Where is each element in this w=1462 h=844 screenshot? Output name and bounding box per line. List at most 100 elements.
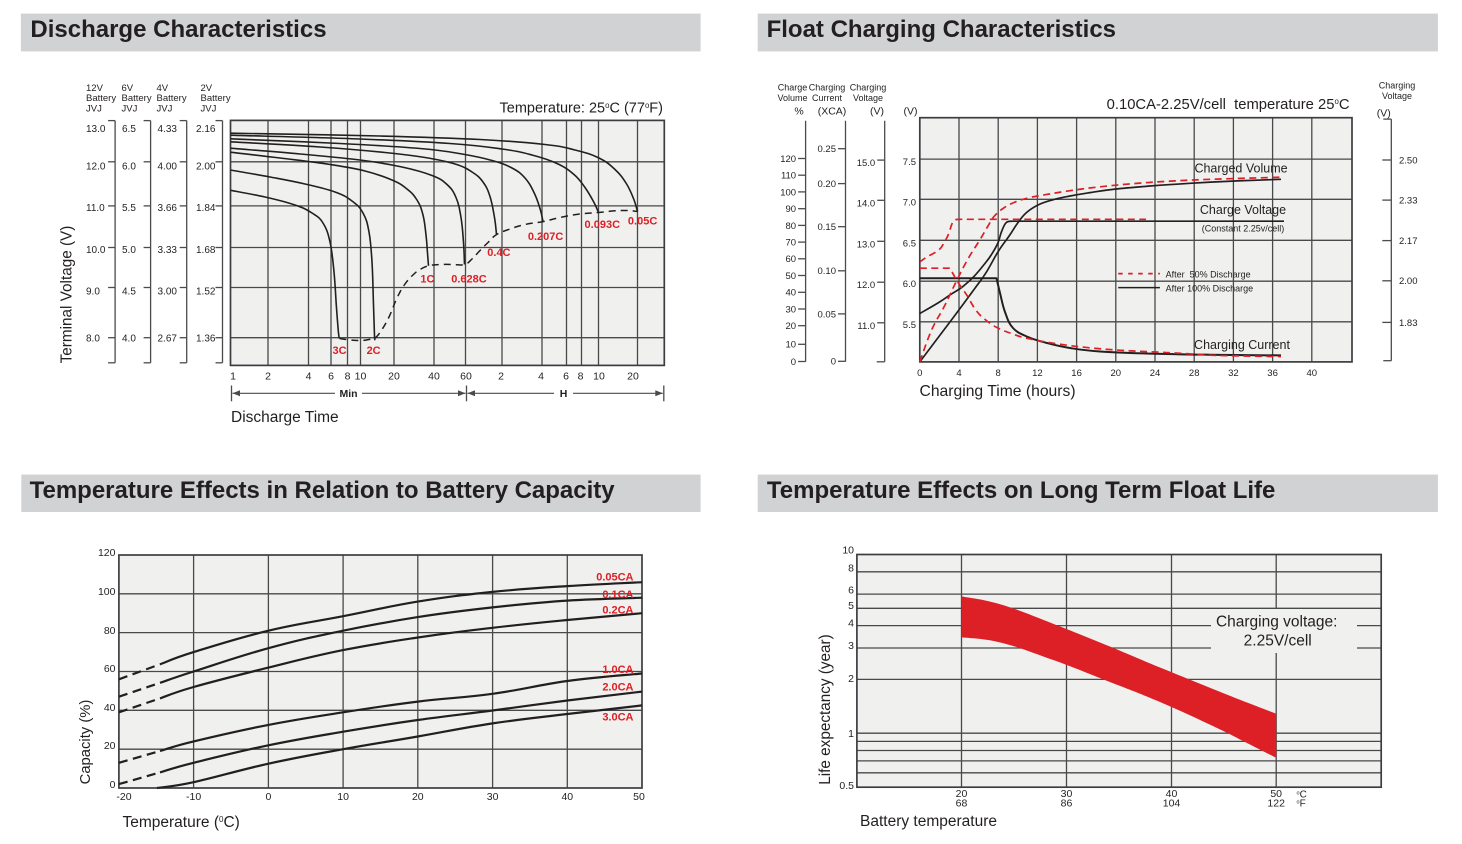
svg-text:After 50% Discharge: After 50% Discharge	[1166, 269, 1251, 279]
svg-text:100: 100	[780, 187, 796, 198]
svg-text:8: 8	[345, 370, 351, 382]
svg-text:4: 4	[956, 368, 961, 379]
svg-text:100: 100	[98, 586, 116, 598]
svg-text:12.0: 12.0	[857, 280, 876, 291]
svg-text:36: 36	[1267, 368, 1278, 379]
svg-text:2.17: 2.17	[1399, 236, 1418, 247]
svg-text:60: 60	[460, 370, 472, 382]
svg-text:1.52: 1.52	[196, 286, 216, 297]
svg-text:1C: 1C	[420, 274, 434, 286]
svg-text:2.00: 2.00	[196, 161, 216, 172]
svg-text:0.05: 0.05	[818, 309, 837, 320]
svg-text:2C: 2C	[367, 345, 381, 357]
svg-text:3.66: 3.66	[158, 203, 178, 214]
svg-text:20: 20	[1111, 368, 1122, 379]
svg-text:6.5: 6.5	[122, 124, 136, 135]
svg-text:-10: -10	[186, 791, 201, 803]
svg-text:70: 70	[786, 238, 797, 249]
svg-text:86: 86	[1061, 797, 1073, 809]
svg-text:8: 8	[996, 368, 1001, 379]
svg-text:2.25V/cell: 2.25V/cell	[1244, 632, 1312, 649]
svg-text:oC: oC	[1297, 789, 1307, 800]
svg-text:6: 6	[563, 370, 569, 382]
svg-text:10.0: 10.0	[86, 245, 106, 256]
svg-text:13.0: 13.0	[857, 239, 876, 250]
svg-text:1: 1	[230, 370, 236, 382]
svg-text:3.00: 3.00	[158, 286, 178, 297]
svg-text:8: 8	[578, 370, 584, 382]
svg-text:16: 16	[1071, 368, 1082, 379]
svg-text:12: 12	[1032, 368, 1043, 379]
svg-text:JVJ: JVJ	[122, 104, 138, 115]
svg-text:0: 0	[265, 791, 271, 803]
svg-text:10: 10	[593, 370, 605, 382]
svg-text:Charging: Charging	[1379, 81, 1416, 91]
svg-text:1.84: 1.84	[196, 203, 216, 214]
svg-text:2.0CA: 2.0CA	[602, 682, 633, 694]
svg-text:50: 50	[786, 271, 797, 282]
svg-text:2.50: 2.50	[1399, 155, 1418, 166]
svg-text:40: 40	[428, 370, 440, 382]
svg-text:4.33: 4.33	[158, 124, 178, 135]
svg-text:4V: 4V	[157, 83, 169, 94]
svg-text:Charge Voltage: Charge Voltage	[1200, 203, 1286, 217]
svg-text:0.15: 0.15	[818, 222, 837, 233]
svg-text:6: 6	[848, 585, 854, 597]
svg-text:20: 20	[786, 321, 797, 332]
svg-text:5: 5	[848, 600, 854, 612]
svg-text:Discharge Time: Discharge Time	[231, 409, 339, 426]
svg-text:4.5: 4.5	[122, 286, 136, 297]
svg-text:0.5: 0.5	[839, 780, 854, 792]
svg-text:0: 0	[917, 368, 922, 379]
svg-text:28: 28	[1189, 368, 1200, 379]
svg-text:0: 0	[110, 779, 116, 791]
svg-text:50: 50	[1270, 788, 1282, 800]
svg-text:110: 110	[781, 171, 796, 182]
svg-text:0: 0	[831, 357, 836, 368]
svg-text:1.68: 1.68	[196, 245, 216, 256]
svg-text:12.0: 12.0	[86, 161, 106, 172]
svg-text:(Constant 2.25v/cell): (Constant 2.25v/cell)	[1202, 224, 1285, 234]
svg-text:40: 40	[786, 288, 797, 299]
svg-text:20: 20	[627, 370, 639, 382]
svg-text:3: 3	[848, 640, 854, 652]
svg-text:Charging: Charging	[850, 82, 887, 92]
svg-text:60: 60	[786, 254, 797, 265]
svg-text:2: 2	[848, 673, 854, 685]
svg-text:5.5: 5.5	[903, 320, 916, 331]
svg-text:30: 30	[487, 791, 499, 803]
svg-text:80: 80	[786, 221, 797, 232]
svg-text:2: 2	[498, 370, 504, 382]
svg-text:6: 6	[328, 370, 334, 382]
svg-text:Capacity (%): Capacity (%)	[78, 700, 94, 785]
svg-text:10: 10	[337, 791, 349, 803]
svg-text:Current: Current	[812, 93, 843, 103]
svg-text:-20: -20	[116, 791, 131, 803]
svg-text:1.36: 1.36	[196, 333, 216, 344]
svg-text:2.67: 2.67	[158, 333, 178, 344]
svg-text:1.83: 1.83	[1399, 318, 1418, 329]
svg-text:0.1CA: 0.1CA	[602, 589, 633, 601]
svg-text:H: H	[560, 388, 568, 400]
svg-text:Battery: Battery	[122, 93, 152, 104]
svg-text:4: 4	[538, 370, 544, 382]
svg-text:3C: 3C	[332, 345, 346, 357]
svg-text:JVJ: JVJ	[157, 104, 173, 115]
svg-text:2.16: 2.16	[196, 124, 216, 135]
svg-text:0.10CA-2.25V/cell temperature: 0.10CA-2.25V/cell temperature 25oC	[1107, 97, 1350, 113]
svg-text:Charging Current: Charging Current	[1194, 338, 1290, 352]
svg-text:40: 40	[1166, 788, 1178, 800]
svg-text:12V: 12V	[86, 83, 104, 94]
svg-text:2V: 2V	[201, 83, 213, 94]
svg-text:Charge: Charge	[778, 82, 808, 92]
svg-text:20: 20	[104, 740, 116, 752]
svg-text:3.33: 3.33	[158, 245, 178, 256]
svg-text:0.25: 0.25	[818, 144, 837, 155]
svg-text:5.5: 5.5	[122, 203, 136, 214]
svg-text:0.207C: 0.207C	[528, 231, 564, 243]
svg-text:8.0: 8.0	[86, 333, 100, 344]
svg-text:20: 20	[412, 791, 424, 803]
svg-text:Charging voltage:: Charging voltage:	[1216, 614, 1338, 631]
svg-text:(V): (V)	[870, 106, 884, 118]
svg-text:1.0CA: 1.0CA	[602, 664, 633, 676]
